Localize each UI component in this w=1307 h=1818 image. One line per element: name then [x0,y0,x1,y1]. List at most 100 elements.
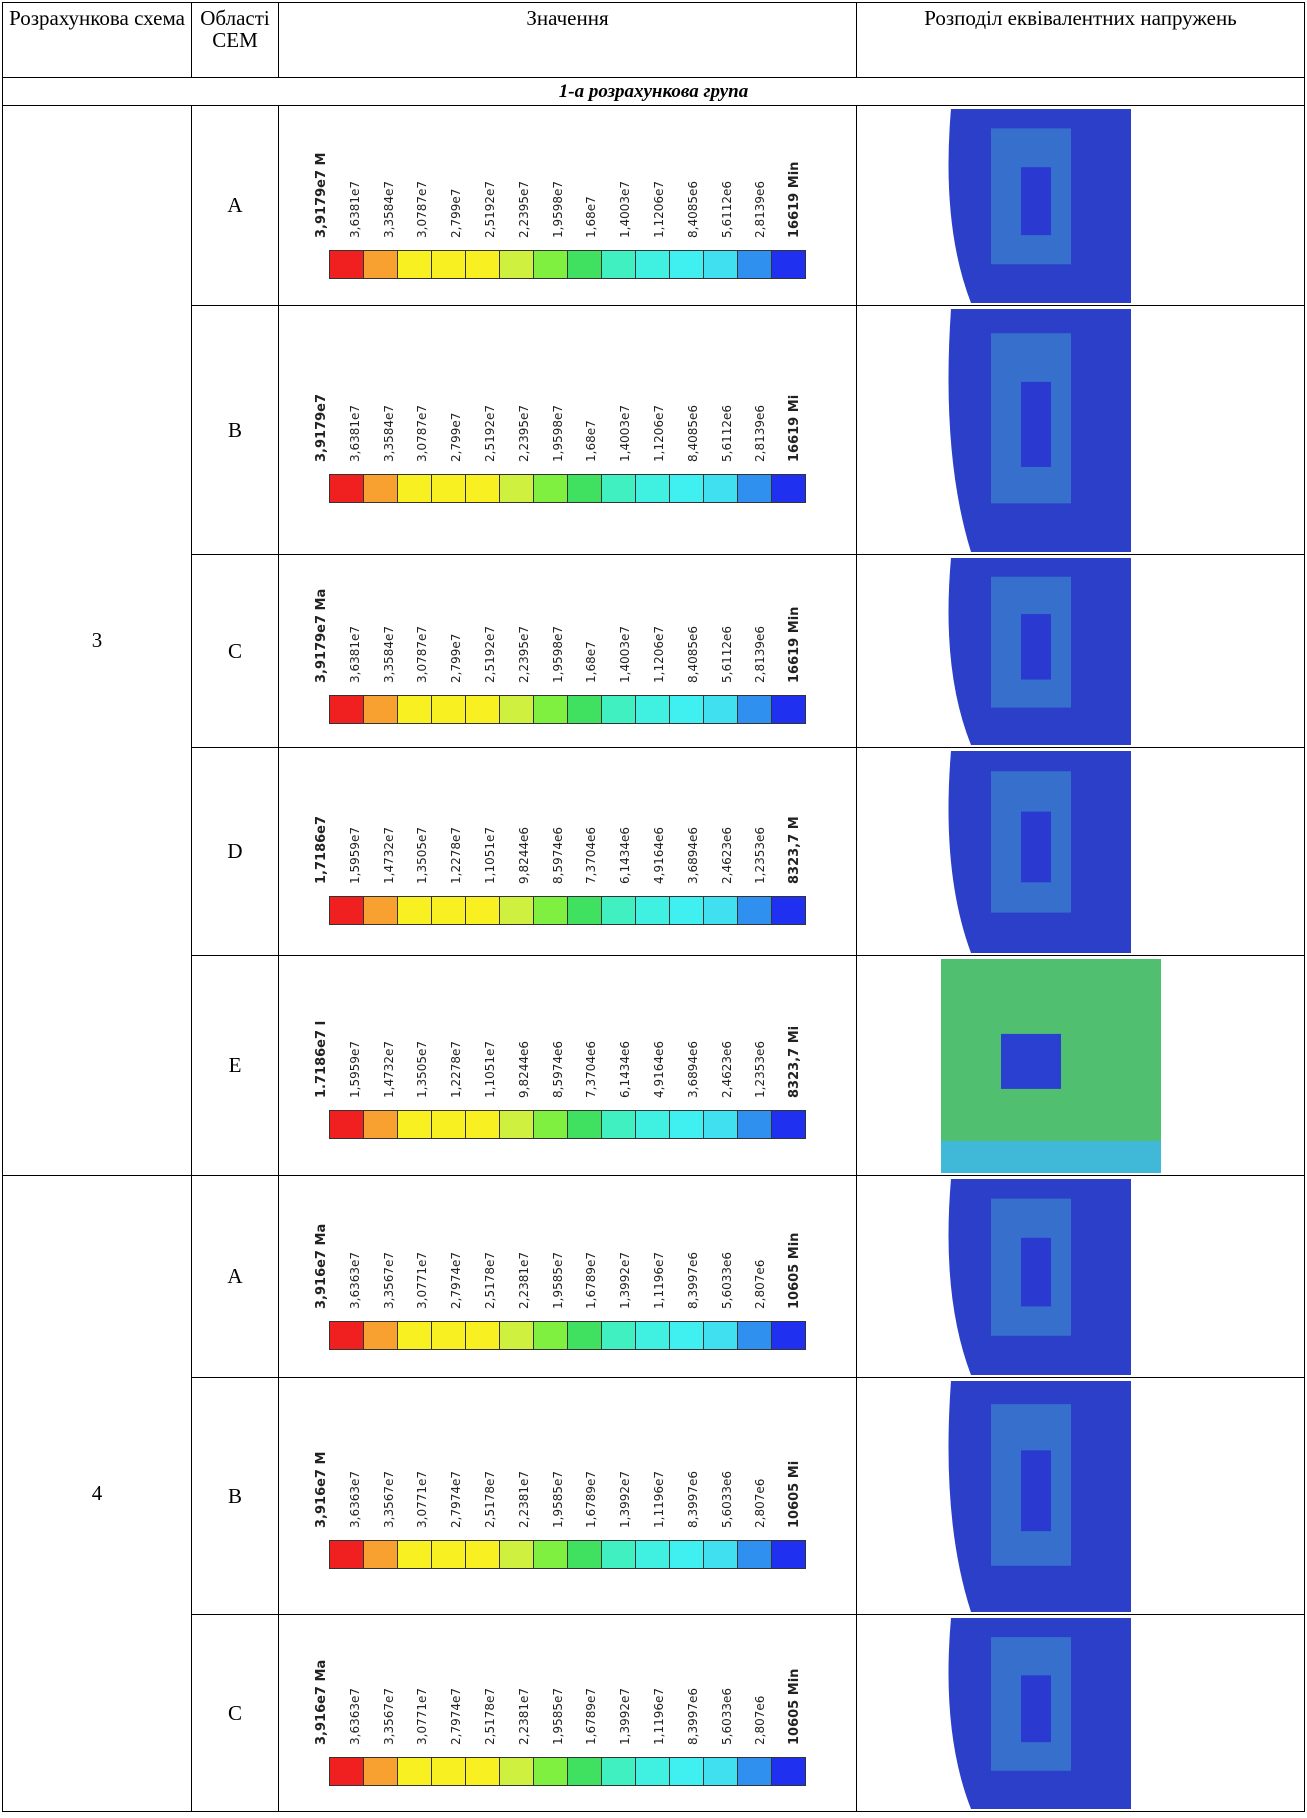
legend-label: 2,8139e6 [753,357,787,462]
legend-swatch [500,1111,534,1138]
legend-swatch [432,1322,466,1349]
legend-swatch [704,475,738,502]
legend-label: 10605 Min [787,1640,821,1745]
legend-label: 5,6112e6 [720,578,754,683]
legend-swatch [534,251,568,278]
stress-image [931,1179,1231,1375]
legend-label: 1,68e7 [584,578,618,683]
legend-label: 8,5974e6 [551,993,585,1098]
legend-label: 1,3992e7 [618,1204,652,1309]
legend-bar [329,474,806,503]
region-cell: A [192,106,279,306]
legend-swatch [636,1541,670,1568]
legend-swatch [330,696,364,723]
legend-label: 8,4085e6 [686,133,720,238]
legend-swatch [772,1541,805,1568]
legend-swatch [704,251,738,278]
legend-label: 1,9585e7 [551,1423,585,1528]
legend-label: 1,4003e7 [618,357,652,462]
legend-swatch [602,696,636,723]
legend-swatch [738,897,772,924]
legend-label: 1,9598e7 [551,578,585,683]
legend-label: 1.7186e7 I [314,993,348,1098]
legend-swatch [330,1322,364,1349]
legend-label: 1,1206e7 [652,133,686,238]
legend-swatch [500,1322,534,1349]
legend-label: 8,4085e6 [686,578,720,683]
legend-swatch [568,1322,602,1349]
legend-label: 3,6381e7 [348,133,382,238]
legend-swatch [432,696,466,723]
legend-label: 2,807e6 [753,1640,787,1745]
legend-label: 5,6033e6 [720,1423,754,1528]
legend-swatch [500,251,534,278]
legend-swatch [602,251,636,278]
stress-image [931,959,1231,1173]
legend-swatch [466,1111,500,1138]
stress-image [931,1381,1231,1612]
legend-label: 3,9179e7 Ma [314,578,348,683]
legend-label: 8323,7 M [787,779,821,884]
legend-swatch [364,897,398,924]
legend-swatch [398,696,432,723]
page: {"header": {"scheme": "Розрахункова схем… [0,2,1307,1818]
stress-image [931,751,1231,953]
legend-swatch [704,1758,738,1785]
legend-swatch [330,1758,364,1785]
legend-label: 1,6789e7 [584,1640,618,1745]
image-cell [857,1378,1305,1615]
legend-swatch [330,475,364,502]
legend-swatch [568,251,602,278]
legend-label: 8,3997e6 [686,1204,720,1309]
legend-label: 3,6381e7 [348,578,382,683]
legend-label: 5,6112e6 [720,357,754,462]
legend-label: 3,0771e7 [415,1204,449,1309]
legend-label: 3,9179e7 [314,357,348,462]
legend-label: 3,6894e6 [686,993,720,1098]
legend-label: 2,5178e7 [483,1423,517,1528]
header-cell: Розподіл еквівалентних напружень [857,3,1305,78]
legend-swatch [772,1758,805,1785]
legend-label: 1,6789e7 [584,1204,618,1309]
legend-swatch [636,696,670,723]
legend-label: 1,2353e6 [753,779,787,884]
legend-label: 3,0771e7 [415,1640,449,1745]
legend-swatch [772,897,805,924]
legend-swatch [534,475,568,502]
image-cell [857,748,1305,956]
legend-swatch [670,251,704,278]
legend-bar [329,695,806,724]
legend-label: 2,2395e7 [517,133,551,238]
legend-label: 1,3505e7 [415,993,449,1098]
legend-label: 2,5178e7 [483,1204,517,1309]
legend-swatch [500,1758,534,1785]
stress-image [931,309,1231,552]
legend-swatch [364,696,398,723]
legend-swatch [704,1322,738,1349]
legend-swatch [704,1541,738,1568]
legend-label: 1,1051e7 [483,993,517,1098]
legend-swatch [534,696,568,723]
legend-swatch [364,1322,398,1349]
legend-label: 3,3584e7 [382,133,416,238]
legend-label: 1,2278e7 [449,779,483,884]
legend-label: 16619 Mi [787,357,821,462]
legend-swatch [704,897,738,924]
region-cell: A [192,1176,279,1378]
legend-swatch [364,475,398,502]
legend-swatch [636,251,670,278]
image-cell [857,956,1305,1176]
legend-swatch [500,1541,534,1568]
header-cell: Значення [279,3,857,78]
legend-swatch [534,1111,568,1138]
